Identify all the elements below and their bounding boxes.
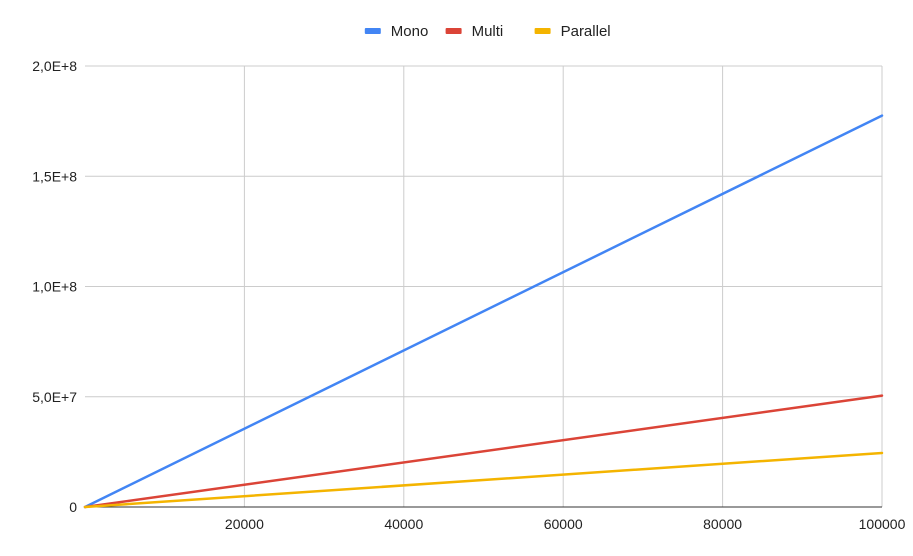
series-line-parallel [83,451,884,509]
x-tick-label: 40000 [384,516,423,532]
y-tick-label: 5,0E+7 [32,389,77,405]
y-tick-label: 2,0E+8 [32,58,77,74]
legend-swatch [364,28,381,34]
y-tick-label: 0 [69,499,77,515]
series-line-mono [83,114,884,509]
legend-label: Mono [391,23,429,40]
x-axis-ticks: 20000 40000 60000 80000 100000 [225,516,906,532]
legend-item-parallel[interactable]: Parallel [534,23,611,40]
legend-item-multi[interactable]: Multi [445,23,504,40]
x-tick-label: 80000 [703,516,742,532]
y-tick-label: 1,5E+8 [32,168,77,184]
series-line-multi [83,394,884,509]
legend-item-mono[interactable]: Mono [364,23,429,40]
y-tick-label: 1,0E+8 [32,279,77,295]
legend-label: Multi [472,23,504,40]
x-tick-label: 100000 [859,516,906,532]
x-tick-label: 20000 [225,516,264,532]
legend-swatch [445,28,462,34]
x-tick-label: 60000 [544,516,583,532]
legend-swatch [534,28,551,34]
grid-lines [85,65,883,507]
y-axis-ticks: 0 5,0E+7 1,0E+8 1,5E+8 2,0E+8 [32,58,77,515]
series-lines [83,114,884,509]
legend-label: Parallel [561,23,611,40]
legend: Mono Multi Parallel [364,23,611,40]
